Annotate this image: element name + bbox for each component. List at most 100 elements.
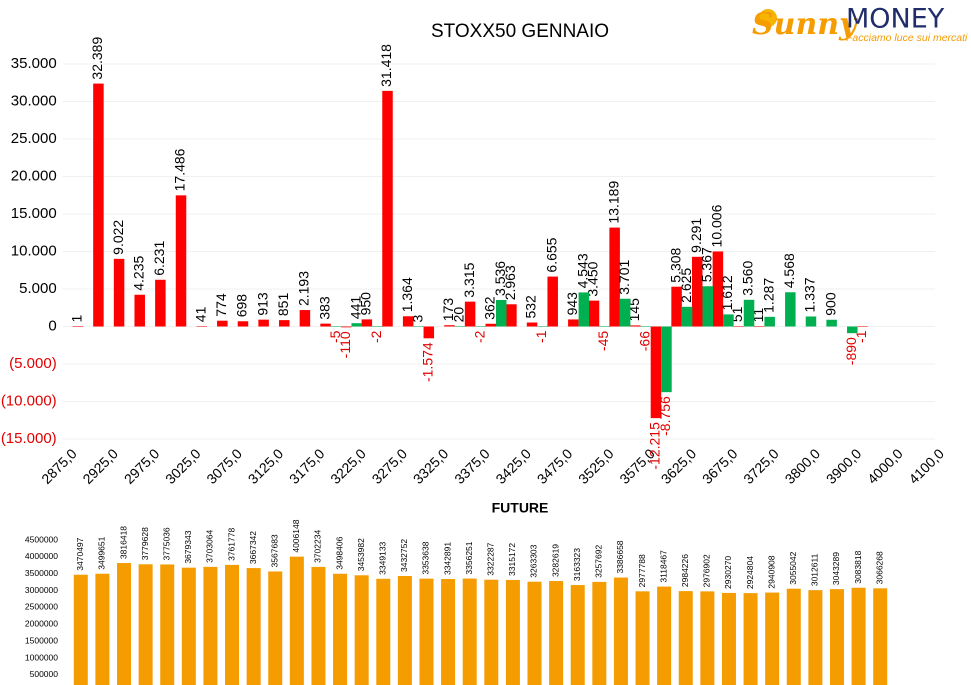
bar bbox=[175, 195, 187, 327]
value-label: 3055042 bbox=[788, 551, 798, 584]
value-label: 9.291 bbox=[688, 218, 704, 253]
bar bbox=[805, 316, 817, 327]
value-label: 3499651 bbox=[97, 536, 107, 569]
value-label: -45 bbox=[595, 331, 611, 351]
bar bbox=[196, 326, 207, 327]
y-tick-label: 2000000 bbox=[25, 619, 58, 629]
bar bbox=[527, 581, 542, 685]
value-label: 3498406 bbox=[334, 536, 344, 569]
value-label: 4006148 bbox=[291, 519, 301, 552]
value-label: 3775036 bbox=[161, 527, 171, 560]
bar bbox=[619, 298, 631, 327]
x-tick-label: 3075,0 bbox=[203, 445, 245, 487]
bar bbox=[95, 573, 110, 685]
value-label: 173 bbox=[440, 298, 456, 322]
bar bbox=[413, 326, 424, 327]
value-label: -8.756 bbox=[657, 396, 673, 436]
value-label: 3315172 bbox=[507, 543, 517, 576]
y-tick-label: 5.000 bbox=[19, 280, 57, 297]
bar bbox=[765, 592, 780, 685]
value-label: 4.543 bbox=[575, 253, 591, 288]
bar bbox=[635, 591, 650, 685]
value-label: -1 bbox=[533, 330, 549, 343]
value-label: 943 bbox=[564, 292, 580, 316]
bar bbox=[743, 299, 755, 327]
value-label: 3470497 bbox=[75, 537, 85, 570]
bar bbox=[613, 577, 628, 685]
bar bbox=[650, 326, 662, 419]
x-tick-label: 3800,0 bbox=[782, 445, 824, 487]
bar bbox=[225, 564, 240, 685]
value-label: 3779628 bbox=[140, 527, 150, 560]
bar bbox=[829, 589, 844, 685]
value-label: 2984226 bbox=[680, 554, 690, 587]
value-label: 1.287 bbox=[760, 278, 776, 313]
value-label: 698 bbox=[234, 294, 250, 318]
x-tick-label: 3625,0 bbox=[658, 445, 700, 487]
logo-sun bbox=[759, 9, 777, 27]
value-label: 1.337 bbox=[802, 277, 818, 312]
bar bbox=[441, 579, 456, 685]
bar bbox=[733, 326, 744, 327]
value-label: 3667342 bbox=[248, 531, 258, 564]
bar bbox=[743, 593, 758, 685]
value-label: 2940908 bbox=[766, 555, 776, 588]
value-label: 41 bbox=[192, 306, 208, 322]
value-label: 3118467 bbox=[658, 550, 668, 583]
y-tick-label: (10.000) bbox=[1, 392, 57, 409]
bar bbox=[661, 326, 672, 393]
value-label: -110 bbox=[337, 331, 353, 358]
x-tick-label: 3525,0 bbox=[575, 445, 617, 487]
value-label: 31.418 bbox=[378, 44, 394, 87]
bar bbox=[549, 581, 564, 685]
bar bbox=[599, 326, 610, 327]
value-label: 3816418 bbox=[118, 526, 128, 559]
y-tick-label: 15.000 bbox=[11, 205, 57, 222]
value-label: 3386658 bbox=[615, 540, 625, 573]
bar bbox=[376, 578, 391, 685]
value-label: 4.568 bbox=[781, 253, 797, 288]
value-label: 3679343 bbox=[183, 530, 193, 563]
bar bbox=[609, 227, 620, 327]
x-tick-label: 2875,0 bbox=[38, 445, 80, 487]
bar bbox=[847, 326, 858, 334]
value-label: 362 bbox=[481, 296, 497, 320]
bar bbox=[702, 286, 713, 327]
bar bbox=[155, 279, 166, 327]
bar bbox=[485, 323, 497, 327]
bar bbox=[340, 326, 352, 328]
bar bbox=[568, 319, 579, 327]
value-label: -1.574 bbox=[420, 342, 436, 382]
y-tick-label: (15.000) bbox=[1, 430, 57, 447]
bar bbox=[588, 300, 600, 327]
bar bbox=[496, 299, 507, 327]
value-label: 10.006 bbox=[709, 204, 725, 247]
bar bbox=[203, 566, 218, 685]
value-label: 2.193 bbox=[296, 271, 312, 306]
value-label: 3043289 bbox=[831, 552, 841, 585]
bar bbox=[372, 326, 383, 327]
value-label: 1 bbox=[68, 314, 84, 322]
logo-name: MONEY bbox=[846, 4, 945, 35]
value-label: 5.367 bbox=[698, 247, 714, 282]
value-label: 900 bbox=[822, 292, 838, 316]
bar bbox=[320, 323, 331, 327]
logo: Sunny MONEY Facciamo luce sui mercati bbox=[752, 4, 968, 44]
bar bbox=[505, 579, 520, 685]
bar bbox=[382, 90, 393, 327]
value-label: 774 bbox=[213, 293, 229, 317]
bar bbox=[279, 320, 290, 327]
bar bbox=[786, 588, 801, 685]
bar bbox=[93, 83, 104, 327]
value-label: 6.231 bbox=[151, 241, 167, 276]
x-tick-label: 3675,0 bbox=[699, 445, 741, 487]
y-tick-label: 25.000 bbox=[11, 130, 57, 147]
bar bbox=[506, 304, 517, 327]
bar bbox=[808, 590, 823, 685]
bar bbox=[592, 581, 607, 685]
y-tick-label: (5.000) bbox=[9, 355, 57, 372]
value-label: 4.235 bbox=[130, 255, 146, 290]
bar bbox=[454, 326, 466, 327]
value-label: 6.655 bbox=[543, 237, 559, 272]
y-tick-label: 3000000 bbox=[25, 585, 58, 595]
